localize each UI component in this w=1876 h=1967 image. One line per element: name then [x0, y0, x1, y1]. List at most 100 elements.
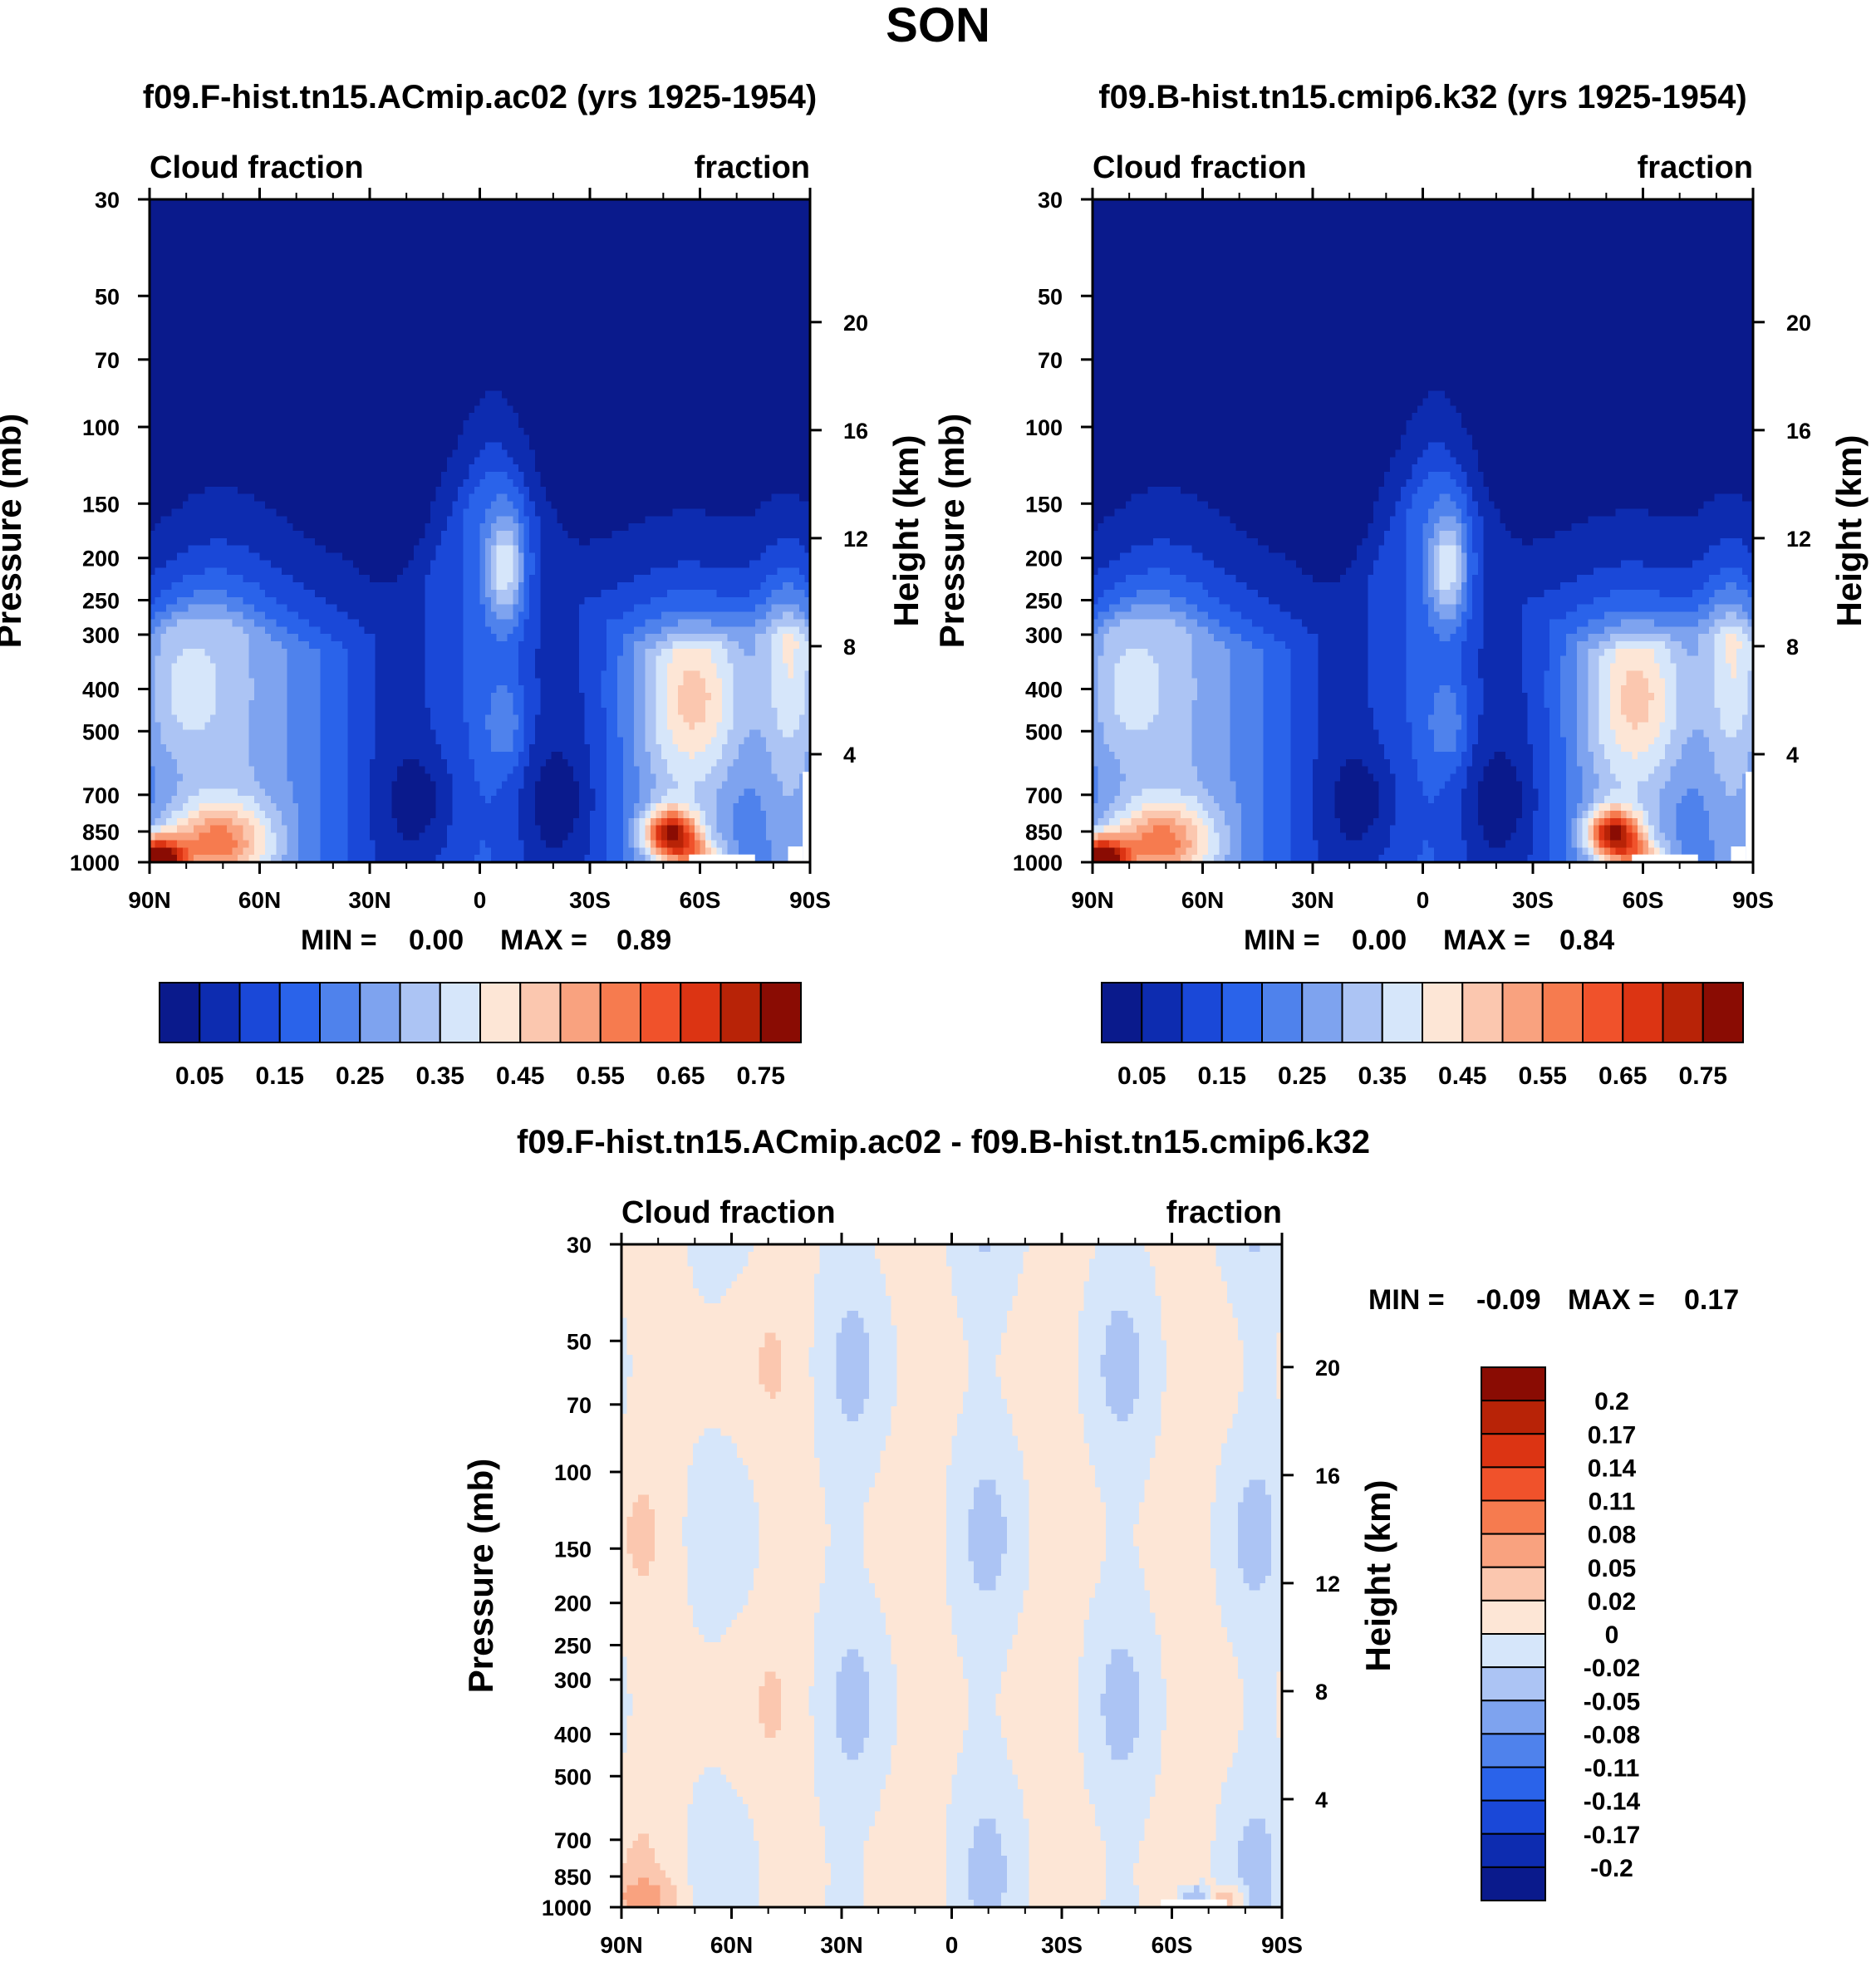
field-cell — [216, 567, 222, 575]
field-cell — [183, 310, 189, 317]
field-cell — [172, 715, 178, 723]
field-cell — [194, 818, 199, 826]
field-cell — [210, 634, 216, 641]
field-cell — [172, 266, 178, 273]
field-cell — [155, 626, 161, 634]
field-cell — [183, 369, 189, 376]
field-cell — [204, 222, 210, 229]
field-cell — [166, 803, 172, 811]
field-cell — [194, 693, 199, 700]
field-cell — [194, 752, 199, 759]
field-cell — [188, 295, 194, 302]
field-cell — [166, 567, 172, 575]
field-cell — [204, 332, 210, 340]
field-cell — [155, 619, 161, 626]
field-cell — [183, 560, 189, 567]
field-cell — [199, 833, 205, 841]
field-cell — [216, 605, 222, 612]
field-cell — [199, 715, 205, 723]
field-cell — [204, 251, 210, 258]
field-cell — [177, 472, 183, 479]
field-cell — [194, 443, 199, 450]
field-cell — [216, 273, 222, 281]
field-cell — [188, 590, 194, 597]
field-cell — [216, 295, 222, 302]
field-cell — [188, 546, 194, 553]
field-cell — [216, 339, 222, 346]
field-cell — [160, 295, 166, 302]
field-cell — [216, 597, 222, 605]
field-cell — [210, 531, 216, 538]
field-cell — [166, 273, 172, 281]
field-cell — [204, 287, 210, 295]
field-cell — [183, 391, 189, 399]
field-cell — [194, 597, 199, 605]
field-cell — [204, 723, 210, 730]
field-cell — [199, 281, 205, 288]
field-cell — [183, 332, 189, 340]
field-cell — [210, 641, 216, 649]
field-cell — [160, 759, 166, 767]
field-cell — [183, 774, 189, 782]
field-cell — [172, 847, 178, 855]
field-cell — [183, 767, 189, 774]
field-cell — [183, 840, 189, 847]
field-cell — [172, 818, 178, 826]
field-cell — [183, 266, 189, 273]
field-cell — [188, 508, 194, 516]
field-cell — [160, 479, 166, 487]
field-cell — [210, 405, 216, 413]
field-cell — [210, 597, 216, 605]
field-cell — [160, 619, 166, 626]
field-cell — [199, 560, 205, 567]
panel-panel_a: f09.F-hist.tn15.ACmip.ac02 (yrs 1925-195… — [0, 79, 926, 956]
field-cell — [210, 670, 216, 678]
field-cell — [210, 251, 216, 258]
field-cell — [160, 612, 166, 620]
field-cell — [204, 641, 210, 649]
field-cell — [204, 494, 210, 502]
field-cell — [199, 273, 205, 281]
field-cell — [216, 472, 222, 479]
field-cell — [160, 649, 166, 656]
field-cell — [183, 457, 189, 464]
field-cell — [204, 664, 210, 671]
field-cell — [210, 516, 216, 523]
field-cell — [199, 443, 205, 450]
field-cell — [160, 847, 166, 855]
field-cell — [216, 428, 222, 435]
field-cell — [183, 464, 189, 472]
field-cell — [183, 649, 189, 656]
field-cell — [204, 700, 210, 708]
field-cell — [194, 708, 199, 715]
field-cell — [155, 752, 161, 759]
field-cell — [177, 634, 183, 641]
field-cell — [172, 243, 178, 251]
field-cell — [188, 398, 194, 405]
field-cell — [199, 487, 205, 494]
field-cell — [155, 553, 161, 561]
field-cell — [183, 597, 189, 605]
field-cell — [204, 516, 210, 523]
field-cell — [155, 744, 161, 752]
field-cell — [188, 723, 194, 730]
field-cell — [210, 236, 216, 243]
field-cell — [194, 781, 199, 788]
field-cell — [160, 428, 166, 435]
field-cell — [216, 634, 222, 641]
field-cell — [172, 443, 178, 450]
field-cell — [188, 281, 194, 288]
field-cell — [172, 494, 178, 502]
field-cell — [183, 788, 189, 796]
field-cell — [194, 332, 199, 340]
field-cell — [194, 207, 199, 214]
field-cell — [188, 847, 194, 855]
field-cell — [194, 243, 199, 251]
field-cell — [216, 332, 222, 340]
field-cell — [188, 236, 194, 243]
field-cell — [216, 376, 222, 384]
field-cell — [204, 840, 210, 847]
field-cell — [204, 317, 210, 325]
field-cell — [160, 546, 166, 553]
field-cell — [199, 354, 205, 361]
